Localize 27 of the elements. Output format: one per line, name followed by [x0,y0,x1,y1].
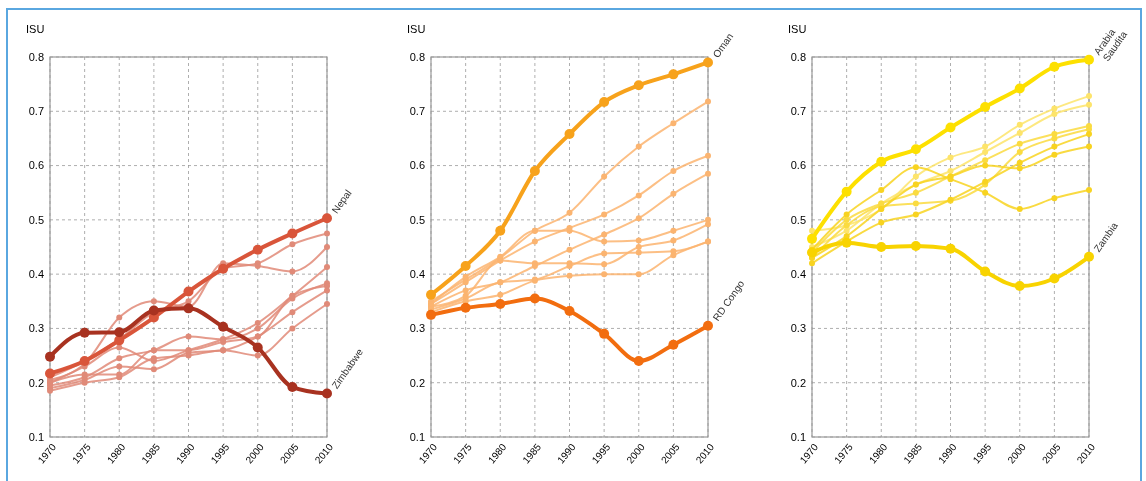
y-axis-title: ISU [26,23,45,35]
y-tick-label: 0.7 [28,105,44,118]
y-axis-title: ISU [788,23,807,35]
y-tick-label: 0.6 [790,159,806,172]
y-tick-label: 0.3 [790,322,806,335]
y-tick-label: 0.3 [28,322,44,335]
y-tick-label: 0.6 [28,159,44,172]
y-tick-label: 0.3 [409,322,425,335]
y-tick-label: 0.5 [409,213,425,226]
y-tick-label: 0.4 [790,267,806,280]
y-tick-label: 0.1 [790,430,806,443]
y-tick-label: 0.5 [790,213,806,226]
y-tick-label: 0.1 [409,430,425,443]
y-tick-label: 0.6 [409,159,425,172]
y-tick-label: 0.7 [409,105,425,118]
y-tick-label: 0.7 [790,105,806,118]
y-tick-label: 0.8 [790,50,806,63]
y-tick-label: 0.8 [28,50,44,63]
y-tick-label: 0.2 [28,376,44,389]
y-tick-label: 0.1 [28,430,44,443]
y-axis-title: ISU [407,23,426,35]
y-tick-label: 0.5 [28,213,44,226]
y-tick-label: 0.2 [409,376,425,389]
y-tick-label: 0.2 [790,376,806,389]
y-tick-label: 0.8 [409,50,425,63]
y-tick-label: 0.4 [409,267,425,280]
y-tick-label: 0.4 [28,267,44,280]
